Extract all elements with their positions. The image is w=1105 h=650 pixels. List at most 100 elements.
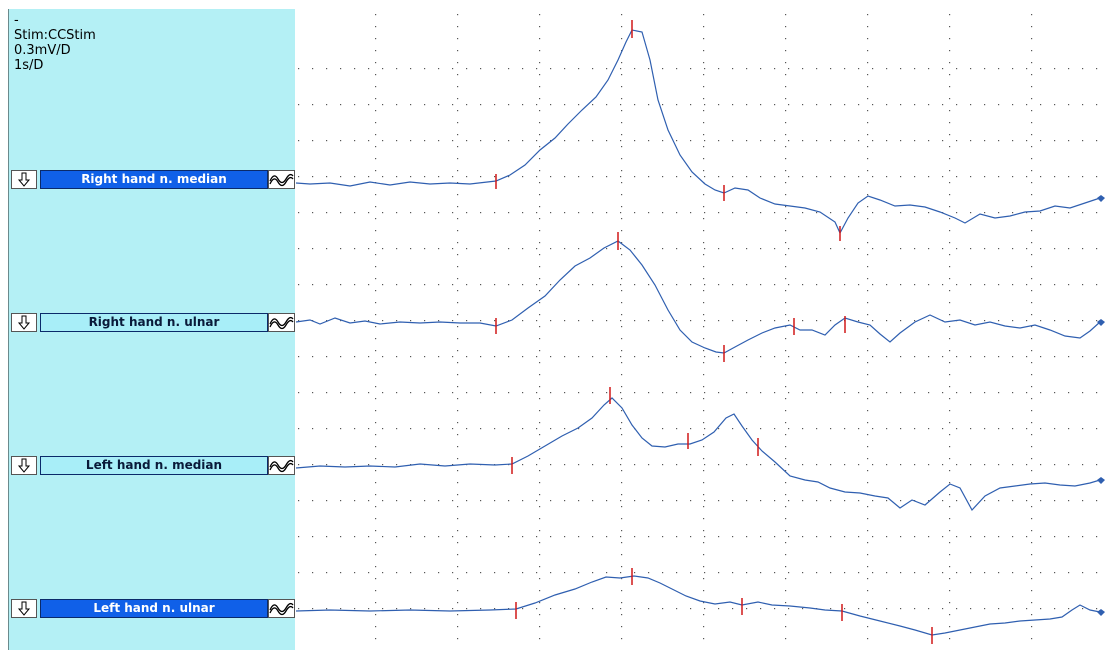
grid-dot bbox=[816, 536, 818, 538]
grid-dot bbox=[788, 104, 790, 106]
grid-dot bbox=[732, 140, 734, 142]
grid-dot bbox=[1040, 356, 1042, 358]
grid-dot bbox=[606, 284, 608, 286]
grid-dot bbox=[539, 338, 541, 340]
grid-dot bbox=[662, 212, 664, 214]
grid-dot bbox=[1096, 356, 1098, 358]
channel-label[interactable]: Left hand n. ulnar bbox=[40, 599, 268, 618]
grid-dot bbox=[634, 608, 636, 610]
grid-dot bbox=[1026, 428, 1028, 430]
grid-dot bbox=[340, 68, 342, 70]
grid-dot bbox=[452, 464, 454, 466]
grid-dot bbox=[457, 434, 459, 436]
grid-dot bbox=[550, 140, 552, 142]
grid-dot bbox=[621, 74, 623, 76]
grid-dot bbox=[375, 602, 377, 604]
grid-dot bbox=[949, 14, 951, 16]
grid-dot bbox=[536, 536, 538, 538]
grid-dot bbox=[326, 176, 328, 178]
grid-dot bbox=[949, 98, 951, 100]
grid-dot bbox=[375, 362, 377, 364]
grid-dot bbox=[466, 572, 468, 574]
grid-dot bbox=[1054, 212, 1056, 214]
grid-dot bbox=[1096, 104, 1098, 106]
grid-dot bbox=[508, 284, 510, 286]
grid-dot bbox=[872, 392, 874, 394]
grid-dot bbox=[438, 356, 440, 358]
grid-dot bbox=[802, 464, 804, 466]
waveform-button[interactable] bbox=[268, 456, 295, 475]
grid-dot bbox=[539, 314, 541, 316]
grid-dot bbox=[942, 140, 944, 142]
grid-dot bbox=[788, 428, 790, 430]
collapse-button[interactable] bbox=[11, 599, 37, 618]
grid-dot bbox=[830, 248, 832, 250]
grid-dot bbox=[550, 356, 552, 358]
grid-dot bbox=[867, 158, 869, 160]
down-arrow-icon bbox=[17, 315, 31, 330]
sensitivity-label: 0.3mV/D bbox=[14, 43, 71, 58]
grid-dot bbox=[539, 146, 541, 148]
grid-dot bbox=[480, 608, 482, 610]
grid-dot bbox=[867, 254, 869, 256]
channel-label[interactable]: Right hand n. median bbox=[40, 170, 268, 189]
grid-dot bbox=[844, 500, 846, 502]
channel-label[interactable]: Left hand n. median bbox=[40, 456, 268, 475]
grid-dot bbox=[703, 26, 705, 28]
grid-dot bbox=[592, 464, 594, 466]
grid-dot bbox=[662, 176, 664, 178]
grid-dot bbox=[1026, 284, 1028, 286]
grid-dot bbox=[621, 38, 623, 40]
grid-dot bbox=[578, 572, 580, 574]
grid-dot bbox=[662, 464, 664, 466]
grid-dot bbox=[949, 194, 951, 196]
channel-label[interactable]: Right hand n. ulnar bbox=[40, 313, 268, 332]
grid-dot bbox=[522, 608, 524, 610]
grid-dot bbox=[984, 140, 986, 142]
trace-line bbox=[295, 240, 1101, 354]
grid-dot bbox=[564, 212, 566, 214]
grid-dot bbox=[867, 362, 869, 364]
grid-dot bbox=[703, 254, 705, 256]
grid-dot bbox=[867, 470, 869, 472]
grid-dot bbox=[1031, 218, 1033, 220]
grid-dot bbox=[466, 140, 468, 142]
waveform-button[interactable] bbox=[268, 313, 295, 332]
grid-dot bbox=[746, 572, 748, 574]
grid-dot bbox=[592, 176, 594, 178]
grid-dot bbox=[858, 608, 860, 610]
grid-dot bbox=[998, 140, 1000, 142]
grid-dot bbox=[326, 536, 328, 538]
grid-dot bbox=[984, 284, 986, 286]
grid-dot bbox=[621, 242, 623, 244]
collapse-button[interactable] bbox=[11, 313, 37, 332]
grid-dot bbox=[1096, 500, 1098, 502]
grid-dot bbox=[536, 212, 538, 214]
collapse-button[interactable] bbox=[11, 170, 37, 189]
down-arrow-icon bbox=[17, 458, 31, 473]
grid-dot bbox=[396, 320, 398, 322]
grid-dot bbox=[788, 176, 790, 178]
grid-dot bbox=[718, 500, 720, 502]
grid-dot bbox=[1026, 392, 1028, 394]
grid-dot bbox=[340, 176, 342, 178]
grid-dot bbox=[785, 14, 787, 16]
grid-dot bbox=[774, 284, 776, 286]
waveform-button[interactable] bbox=[268, 599, 295, 618]
waveform-button[interactable] bbox=[268, 170, 295, 189]
grid-dot bbox=[703, 506, 705, 508]
grid-dot bbox=[867, 170, 869, 172]
grid-dot bbox=[1026, 68, 1028, 70]
grid-dot bbox=[746, 68, 748, 70]
grid-dot bbox=[457, 518, 459, 520]
grid-dot bbox=[1040, 176, 1042, 178]
grid-dot bbox=[539, 434, 541, 436]
grid-dot bbox=[1026, 212, 1028, 214]
grid-dot bbox=[690, 248, 692, 250]
grid-dot bbox=[522, 464, 524, 466]
grid-dot bbox=[703, 302, 705, 304]
collapse-button[interactable] bbox=[11, 456, 37, 475]
grid-dot bbox=[949, 542, 951, 544]
grid-dot bbox=[914, 536, 916, 538]
